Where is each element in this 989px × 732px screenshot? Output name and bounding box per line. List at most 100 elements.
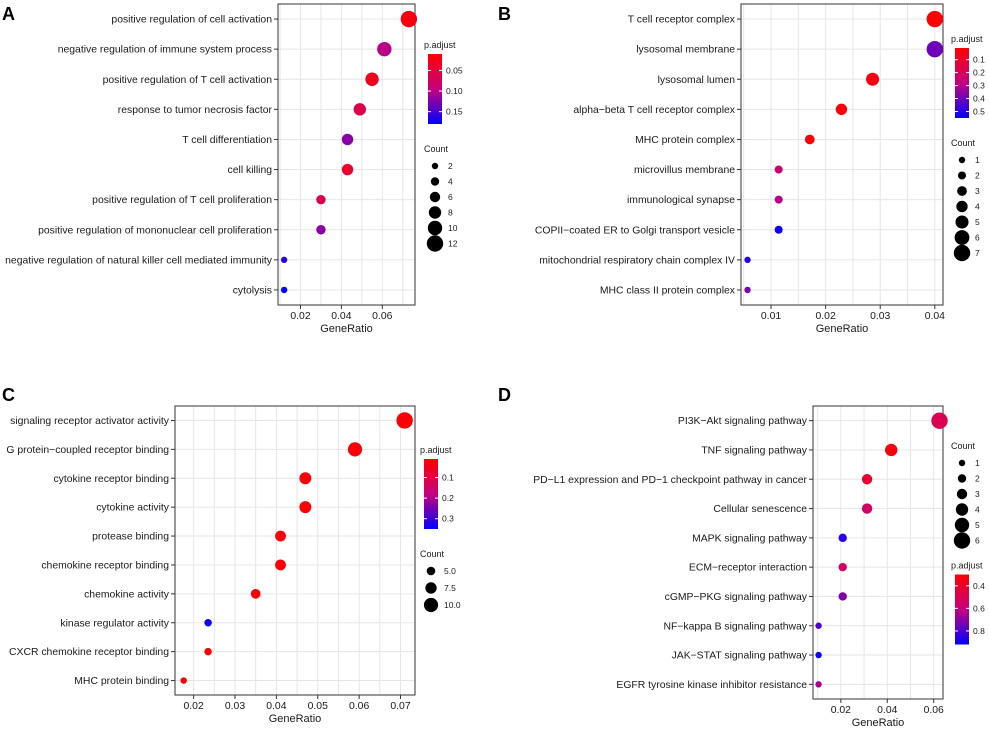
count-legend-dot <box>957 186 967 196</box>
count-legend-label: 1 <box>975 458 980 468</box>
count-legend-dot <box>426 566 436 576</box>
point-cgmp-pkg-signaling-pathway <box>838 592 847 601</box>
x-tick-label: 0.02 <box>290 311 310 322</box>
y-label-protease-binding: protease binding <box>92 532 169 543</box>
y-label-pd-l1-expression-and-pd-1-checkpoint-pathway-in-cancer: PD−L1 expression and PD−1 checkpoint pat… <box>533 475 807 486</box>
count-legend-dot <box>955 503 969 516</box>
point-negative-regulation-of-natural-killer-cell-mediated-immunity <box>280 256 288 264</box>
point-ecm-receptor-interaction <box>838 562 847 572</box>
point-t-cell-differentiation <box>341 133 354 146</box>
panel-b-letter: B <box>498 4 511 24</box>
point-g-protein-coupled-receptor-binding <box>347 442 363 457</box>
point-lysosomal-membrane <box>926 40 944 58</box>
point-cytokine-receptor-binding <box>299 472 312 485</box>
x-tick-label: 0.06 <box>372 311 392 322</box>
count-legend-label: 10.0 <box>444 600 461 610</box>
colorbar-tick-label: 0.1 <box>973 55 985 65</box>
y-label-lysosomal-membrane: lysosomal membrane <box>636 45 735 56</box>
point-lysosomal-lumen <box>866 72 880 86</box>
count-legend-label: 7 <box>975 248 980 258</box>
count-legend-title: Count <box>951 441 976 451</box>
point-mapk-signaling-pathway <box>838 533 847 543</box>
point-copii-coated-er-to-golgi-transport-vesicle <box>774 225 783 234</box>
count-legend-label: 6 <box>975 536 980 546</box>
panel-c-letter: C <box>2 385 15 405</box>
y-label-nf-kappa-b-signaling-pathway: NF−kappa B signaling pathway <box>663 621 807 632</box>
panel-d: D PI3K−Akt signaling pathway TNF signalin… <box>498 385 985 729</box>
y-label-positive-regulation-of-t-cell-activation: positive regulation of T cell activation <box>103 75 273 86</box>
count-legend-dot <box>958 156 966 164</box>
x-axis-title: GeneRatio <box>852 717 905 729</box>
count-legend-dot <box>426 235 444 252</box>
count-legend-label: 12 <box>448 239 458 249</box>
y-label-cxcr-chemokine-receptor-binding: CXCR chemokine receptor binding <box>9 647 169 658</box>
plot-area <box>175 406 415 695</box>
y-label-cytokine-receptor-binding: cytokine receptor binding <box>53 474 169 485</box>
colorbar-title: p.adjust <box>951 561 983 571</box>
y-label-response-to-tumor-necrosis-factor: response to tumor necrosis factor <box>118 105 273 116</box>
count-legend-dot <box>953 532 971 549</box>
plot-border <box>174 405 416 696</box>
point-negative-regulation-of-immune-system-process <box>377 41 392 57</box>
colorbar-tick-label: 0.1 <box>442 473 454 483</box>
y-label-g-protein-coupled-receptor-binding: G protein−coupled receptor binding <box>6 445 169 456</box>
x-axis-title: GeneRatio <box>269 713 322 725</box>
y-label-cgmp-pkg-signaling-pathway: cGMP−PKG signaling pathway <box>665 592 808 603</box>
point-pi3k-akt-signaling-pathway <box>931 412 948 429</box>
count-legend-label: 4 <box>975 505 980 515</box>
y-label-immunological-synapse: immunological synapse <box>627 195 735 206</box>
point-cxcr-chemokine-receptor-binding <box>204 647 212 656</box>
count-legend-label: 3 <box>975 186 980 196</box>
y-label-chemokine-activity: chemokine activity <box>84 589 170 600</box>
y-label-mapk-signaling-pathway: MAPK signaling pathway <box>692 533 808 544</box>
point-cellular-senescence <box>861 503 873 514</box>
plot-area <box>813 406 943 699</box>
x-tick-label: 0.01 <box>761 311 781 322</box>
y-label-negative-regulation-of-immune-system-process: negative regulation of immune system pro… <box>58 45 272 56</box>
point-egfr-tyrosine-kinase-inhibitor-resistance <box>815 681 822 688</box>
x-tick-label: 0.02 <box>816 311 836 322</box>
y-label-egfr-tyrosine-kinase-inhibitor-resistance: EGFR tyrosine kinase inhibitor resistanc… <box>616 680 807 691</box>
x-axis-title: GeneRatio <box>816 323 869 335</box>
y-label-kinase-regulator-activity: kinase regulator activity <box>60 618 169 629</box>
point-alpha-beta-t-cell-receptor-complex <box>835 103 848 116</box>
count-legend-label: 3 <box>975 489 980 499</box>
x-tick-label: 0.07 <box>390 701 410 712</box>
point-mitochondrial-respiratory-chain-complex-iv <box>744 256 751 264</box>
colorbar <box>955 574 969 645</box>
colorbar-tick-label: 0.3 <box>442 514 454 524</box>
point-t-cell-receptor-complex <box>926 10 944 28</box>
point-pd-l1-expression-and-pd-1-checkpoint-pathway-in-cancer <box>861 474 873 485</box>
point-chemokine-activity <box>250 588 261 599</box>
count-legend-dot <box>431 162 439 170</box>
y-label-ecm-receptor-interaction: ECM−receptor interaction <box>689 563 807 574</box>
panel-c: C signaling receptor activator activity G… <box>2 385 461 725</box>
count-legend-label: 5 <box>975 217 980 227</box>
point-positive-regulation-of-t-cell-activation <box>365 72 379 86</box>
count-legend-dot <box>427 220 443 236</box>
y-label-positive-regulation-of-mononuclear-cell-proliferation: positive regulation of mononuclear cell … <box>38 225 272 236</box>
count-legend-dot <box>430 177 440 186</box>
count-legend-label: 6 <box>975 233 980 243</box>
point-positive-regulation-of-cell-activation <box>400 10 418 28</box>
count-legend-dot <box>956 200 968 213</box>
count-legend-dot <box>425 582 437 594</box>
colorbar-tick-label: 0.15 <box>446 107 463 117</box>
y-label-t-cell-differentiation: T cell differentiation <box>182 135 272 146</box>
y-label-mhc-protein-complex: MHC protein complex <box>635 135 736 146</box>
colorbar-tick-label: 0.4 <box>973 581 985 591</box>
count-legend-dot <box>956 488 968 500</box>
colorbar-tick-label: 0.5 <box>973 107 985 117</box>
count-legend-label: 8 <box>448 208 453 218</box>
count-legend-label: 2 <box>448 161 453 171</box>
y-label-mitochondrial-respiratory-chain-complex-iv: mitochondrial respiratory chain complex … <box>539 255 735 266</box>
y-label-tnf-signaling-pathway: TNF signaling pathway <box>701 445 807 456</box>
point-immunological-synapse <box>774 195 783 204</box>
plot-area <box>741 4 943 305</box>
y-label-t-cell-receptor-complex: T cell receptor complex <box>628 15 736 26</box>
colorbar <box>424 459 438 529</box>
point-protease-binding <box>275 530 286 542</box>
count-legend-label: 5.0 <box>444 566 456 576</box>
point-cytolysis <box>280 286 288 294</box>
